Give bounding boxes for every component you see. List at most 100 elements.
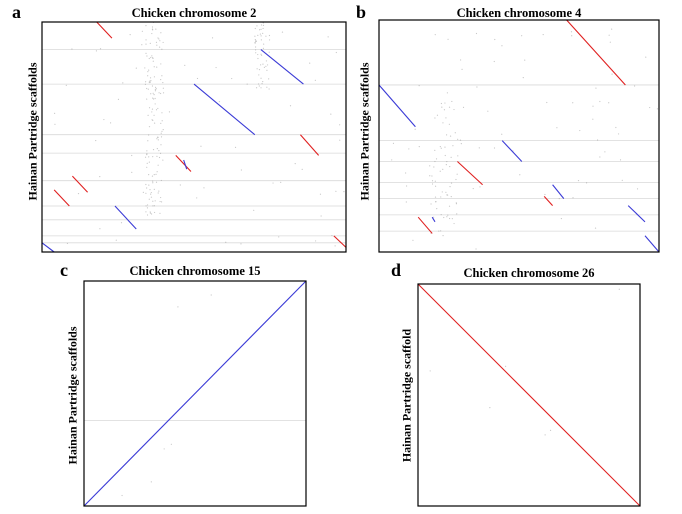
background-hit <box>475 32 478 35</box>
background-hit <box>454 132 456 134</box>
background-hit <box>570 31 573 33</box>
background-hit <box>263 66 266 68</box>
background-hit <box>152 156 154 158</box>
background-hit <box>448 106 451 108</box>
background-hit <box>255 52 257 54</box>
background-hit <box>150 213 153 215</box>
background-hit <box>154 103 156 105</box>
background-hit <box>159 212 161 214</box>
background-hit <box>440 147 442 149</box>
background-hit <box>146 166 148 168</box>
ylabel-c: Hainan Partridge scaffolds <box>65 326 80 465</box>
background-hit <box>157 139 159 141</box>
background-hit <box>592 118 594 120</box>
background-hit <box>253 209 255 211</box>
background-hit <box>440 230 442 232</box>
background-hit <box>146 214 149 216</box>
background-hit <box>522 77 524 79</box>
background-hit <box>158 46 161 48</box>
background-hit <box>445 117 447 119</box>
background-hit <box>611 28 613 30</box>
background-hit <box>148 198 150 200</box>
background-hit <box>159 40 161 42</box>
background-hit <box>145 192 147 194</box>
background-hit <box>135 67 137 69</box>
background-hit <box>77 192 80 195</box>
background-hit <box>115 239 117 241</box>
background-hit <box>154 200 156 202</box>
background-hit <box>154 90 157 92</box>
background-hit <box>160 196 162 199</box>
background-hit <box>149 42 151 44</box>
background-hit <box>429 370 431 372</box>
background-hit <box>156 136 159 138</box>
background-hit <box>450 196 452 198</box>
background-hit <box>246 83 248 85</box>
background-hit <box>152 149 155 151</box>
background-hit <box>301 168 303 170</box>
background-hit <box>184 64 186 66</box>
background-hit <box>144 83 146 85</box>
background-hit <box>266 69 268 71</box>
background-hit <box>260 54 263 56</box>
background-hit <box>145 183 147 186</box>
background-hit <box>71 48 73 50</box>
plot-frame <box>41 21 347 253</box>
background-hit <box>487 110 489 112</box>
background-hit <box>501 133 503 135</box>
background-hit <box>453 222 455 225</box>
background-hit <box>544 193 546 196</box>
background-hit <box>155 28 157 30</box>
background-hit <box>431 175 433 177</box>
background-hit <box>148 107 151 109</box>
background-hit <box>455 178 457 181</box>
background-hit <box>519 174 521 176</box>
background-hit <box>215 66 217 69</box>
background-hit <box>460 143 462 145</box>
background-hit <box>196 197 198 199</box>
background-hit <box>240 243 242 245</box>
background-hit <box>257 34 259 36</box>
background-hit <box>156 44 158 46</box>
background-hit <box>151 175 154 177</box>
panel-letter-c: c <box>60 260 68 280</box>
background-hit <box>611 73 613 75</box>
background-hit <box>309 62 311 64</box>
background-hit <box>434 34 436 36</box>
background-hit <box>54 112 56 114</box>
background-hit <box>451 100 453 103</box>
alignment-segment-reverse <box>96 21 113 39</box>
background-hit <box>179 184 181 186</box>
background-hit <box>505 365 507 368</box>
background-hit <box>240 169 242 171</box>
background-hit <box>459 139 462 141</box>
background-hit <box>99 176 101 178</box>
background-hit <box>156 148 158 150</box>
background-hit <box>585 182 588 184</box>
background-hit <box>265 65 267 67</box>
background-hit <box>160 179 162 182</box>
background-hit <box>256 25 258 27</box>
background-hit <box>153 211 156 214</box>
background-hit <box>265 60 268 62</box>
background-hit <box>156 155 158 157</box>
background-hit <box>162 41 164 44</box>
background-hit <box>161 112 163 114</box>
background-hit <box>592 105 594 107</box>
background-hit <box>391 159 393 161</box>
background-hit <box>289 105 292 107</box>
background-hit <box>314 240 317 242</box>
background-hit <box>151 28 154 30</box>
background-hit <box>148 126 151 128</box>
background-hit <box>266 86 268 88</box>
background-hit <box>145 211 147 213</box>
background-hit <box>145 205 147 207</box>
background-hit <box>444 146 446 148</box>
background-hit <box>234 146 237 148</box>
background-hit <box>131 171 133 173</box>
background-hit <box>604 151 606 153</box>
background-hit <box>160 122 162 124</box>
background-hit <box>418 85 420 87</box>
background-hit <box>154 86 157 88</box>
background-hit <box>148 80 151 82</box>
